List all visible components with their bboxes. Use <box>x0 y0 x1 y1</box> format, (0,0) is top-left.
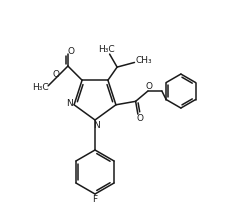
Text: H₃C: H₃C <box>98 45 115 54</box>
Text: H₃C: H₃C <box>32 83 48 92</box>
Text: O: O <box>67 47 74 56</box>
Text: F: F <box>93 195 97 205</box>
Text: N: N <box>93 121 99 130</box>
Text: O: O <box>53 70 59 79</box>
Text: O: O <box>145 82 152 91</box>
Text: O: O <box>136 114 143 123</box>
Text: N: N <box>66 99 72 108</box>
Text: CH₃: CH₃ <box>135 56 152 65</box>
